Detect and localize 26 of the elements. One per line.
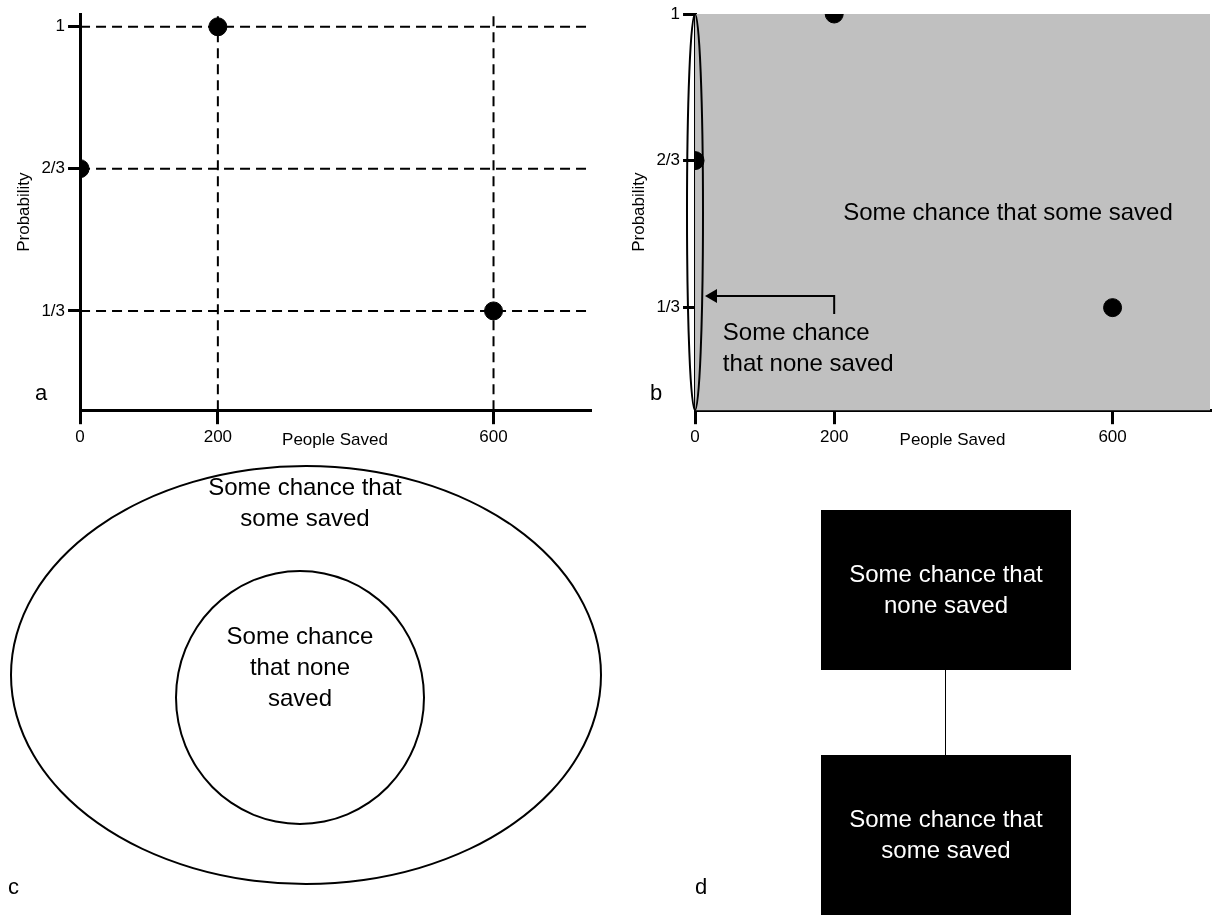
x-axis-title: People Saved	[899, 430, 1006, 450]
x-tick-label: 0	[75, 427, 85, 447]
text: d	[695, 874, 708, 900]
text: b	[650, 380, 663, 407]
x-axis-title: People Saved	[282, 430, 388, 450]
text: a	[35, 380, 48, 407]
text: c	[8, 874, 19, 900]
x-tick-label: 600	[1098, 427, 1127, 447]
x-tick-label: 200	[203, 427, 233, 447]
text: Some chance that some saved	[207, 472, 403, 534]
annotation: Some chance that some saved	[842, 196, 1174, 227]
y-tick-label: 2/3	[41, 158, 66, 178]
y-tick-label: 2/3	[656, 150, 681, 170]
y-tick-label: 1/3	[41, 300, 66, 320]
text: Some chance that none saved	[848, 559, 1044, 621]
x-tick-label: 0	[690, 427, 700, 447]
text: Some chance that some saved	[848, 804, 1044, 866]
x-tick-label: 200	[820, 427, 849, 447]
x-tick-label: 600	[479, 427, 508, 447]
y-tick-label: 1	[670, 3, 681, 23]
annotation: Some chance that none saved	[722, 316, 895, 378]
y-axis-title: Probability	[13, 171, 33, 252]
text: Some chance that none saved	[225, 621, 375, 714]
y-tick-label: 1/3	[656, 297, 681, 317]
y-tick-label: 1	[55, 16, 66, 36]
y-axis-title: Probability	[628, 171, 648, 252]
